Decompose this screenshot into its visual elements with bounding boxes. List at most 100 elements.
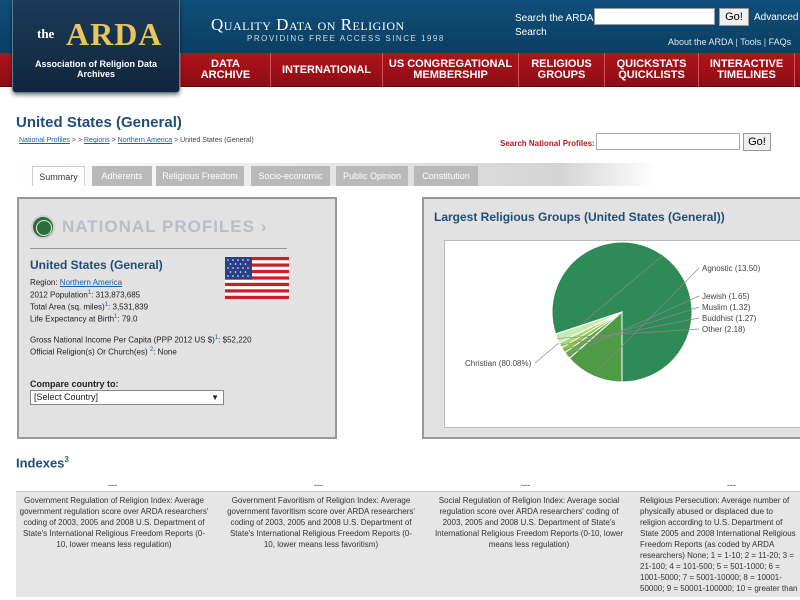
breadcrumb-regions[interactable]: Regions bbox=[83, 137, 110, 144]
pie-label-leader bbox=[557, 328, 700, 339]
index-value: --- bbox=[108, 480, 117, 490]
region-link[interactable]: Northern America bbox=[59, 278, 123, 287]
national-profile-panel: NATIONAL PROFILES › United States (Gener… bbox=[17, 197, 337, 439]
footnote-link[interactable]: 1 bbox=[104, 302, 109, 308]
site-tagline: Quality Data on Religion bbox=[211, 15, 405, 34]
national-profiles-search-input[interactable] bbox=[596, 133, 740, 150]
breadcrumb-separator: > bbox=[109, 137, 118, 144]
page-title: United States (General) bbox=[16, 114, 182, 131]
compare-country-selected: [Select Country] bbox=[34, 392, 99, 402]
life-expectancy-value: : 79.0 bbox=[117, 314, 138, 324]
nav-data-archive[interactable]: DATA ARCHIVE bbox=[180, 53, 270, 87]
nav-more[interactable] bbox=[794, 53, 800, 87]
arda-logo[interactable]: the ARDA Association of Religion Data Ar… bbox=[12, 0, 180, 93]
official-religion-value: : None bbox=[153, 347, 177, 357]
breadcrumb-current: United States (General) bbox=[180, 137, 254, 144]
us-flag-icon bbox=[225, 257, 289, 299]
logo-arda: ARDA bbox=[66, 16, 163, 52]
pie-slice-label: Agnostic (13.50) bbox=[702, 264, 761, 273]
pie-slice-label: Muslim (1.32) bbox=[702, 303, 751, 312]
about-link[interactable]: About the ARDA bbox=[668, 37, 734, 47]
religious-groups-chart-panel: Largest Religious Groups (United States … bbox=[422, 197, 800, 439]
indexes-heading: Indexes3 bbox=[16, 455, 69, 470]
pie-slice-label: Other (2.18) bbox=[702, 325, 745, 334]
government-regulation-index-desc: Government Regulation of Religion Index:… bbox=[19, 496, 209, 549]
tab-public-opinion[interactable]: Public Opinion bbox=[336, 166, 408, 186]
area-fact: Total Area (sq. miles)1: 3,531,839 bbox=[30, 302, 148, 312]
nav-us-congregational-membership[interactable]: US CONGREGATIONAL MEMBERSHIP bbox=[382, 53, 518, 87]
life-expectancy-fact: Life Expectancy at Birth1: 79.0 bbox=[30, 314, 137, 324]
pie-label-leader bbox=[563, 306, 700, 351]
pie-label-leader bbox=[592, 267, 700, 377]
tab-summary[interactable]: Summary bbox=[32, 166, 85, 186]
area-value: : 3,531,839 bbox=[108, 302, 149, 312]
area-label: Total Area (sq. miles) bbox=[30, 302, 105, 312]
logo-the: the bbox=[37, 26, 55, 41]
footnote-link[interactable]: 1 bbox=[87, 290, 92, 296]
tab-socio-economic[interactable]: Socio-economic bbox=[251, 166, 330, 186]
indexes-heading-text: Indexes bbox=[16, 455, 65, 471]
region-label: Region: bbox=[30, 278, 60, 287]
breadcrumb-separator: > > bbox=[69, 137, 84, 144]
chart-title: Largest Religious Groups (United States … bbox=[434, 210, 725, 224]
national-profiles-search-label: Search National Profiles: bbox=[500, 139, 595, 148]
gni-value: : $52,220 bbox=[218, 335, 252, 345]
national-profiles-search-go-button[interactable]: Go! bbox=[743, 133, 771, 151]
official-religion-fact: Official Religion(s) Or Church(es) 2: No… bbox=[30, 347, 177, 357]
nav-religious-groups[interactable]: RELIGIOUS GROUPS bbox=[518, 53, 604, 87]
breadcrumb-separator: > bbox=[172, 137, 181, 144]
tab-constitution[interactable]: Constitution bbox=[414, 166, 478, 186]
index-value: --- bbox=[521, 480, 530, 490]
pie-slice-label: Buddhist (1.27) bbox=[702, 314, 757, 323]
footnote-link[interactable]: 1 bbox=[114, 314, 118, 320]
population-value: : 313,873,685 bbox=[91, 290, 141, 300]
compare-country-select[interactable]: [Select Country] ▼ bbox=[30, 390, 224, 405]
pie-slice-label: Christian (80.08%) bbox=[465, 359, 532, 368]
logo-subtitle: Association of Religion Data Archives bbox=[34, 59, 157, 79]
compare-country-label: Compare country to: bbox=[30, 379, 119, 389]
site-tagline-sub: PROVIDING FREE ACCESS SINCE 1998 bbox=[247, 34, 445, 43]
breadcrumb-national-profiles[interactable]: National Profiles bbox=[19, 137, 70, 144]
header-top-links: About the ARDA | Tools | FAQs bbox=[668, 37, 792, 47]
pie-slice-label: Jewish (1.65) bbox=[702, 292, 750, 301]
government-favoritism-index-desc: Government Favoritism of Religion Index:… bbox=[227, 496, 415, 549]
pie-chart: Christian (80.08%) Agnostic (13.50) Jewish… bbox=[444, 240, 800, 428]
header-search-label: Search the ARDA Search bbox=[515, 13, 593, 38]
divider bbox=[30, 248, 287, 249]
official-religion-label: Official Religion(s) Or Church(es) bbox=[30, 347, 150, 357]
footnote-link[interactable]: 2 bbox=[149, 347, 154, 353]
tab-adherents[interactable]: Adherents bbox=[92, 166, 152, 186]
population-fact: 2012 Population1: 313,873,685 bbox=[30, 290, 140, 300]
index-value: --- bbox=[727, 480, 736, 490]
pie-slice[interactable] bbox=[554, 311, 623, 344]
religious-persecution-desc: Religious Persecution: Average number of… bbox=[640, 496, 798, 593]
dropdown-arrow-icon: ▼ bbox=[211, 393, 219, 402]
national-profiles-heading: NATIONAL PROFILES › bbox=[62, 217, 268, 236]
index-value: --- bbox=[314, 480, 323, 490]
header-search-go-button[interactable]: Go! bbox=[719, 8, 749, 26]
globe-icon bbox=[31, 215, 55, 239]
breadcrumb: National Profiles > > Regions > Northern… bbox=[19, 137, 254, 144]
footnote-link[interactable]: 3 bbox=[64, 455, 69, 464]
breadcrumb-region[interactable]: Northern America bbox=[117, 137, 173, 144]
country-name: United States (General) bbox=[30, 258, 163, 272]
life-expectancy-label: Life Expectancy at Birth bbox=[30, 314, 115, 324]
tools-link[interactable]: Tools bbox=[740, 37, 762, 47]
nav-interactive-timelines[interactable]: INTERACTIVE TIMELINES bbox=[698, 53, 794, 87]
index-description-row bbox=[16, 491, 800, 597]
nav-quickstats[interactable]: QUICKSTATS QUICKLISTS bbox=[604, 53, 698, 87]
tab-religious-freedom[interactable]: Religious Freedom bbox=[156, 166, 244, 186]
nav-international[interactable]: INTERNATIONAL bbox=[270, 53, 382, 87]
gni-label: Gross National Income Per Capita (PPP 20… bbox=[30, 335, 215, 345]
pie-label-leader bbox=[534, 254, 664, 364]
pie-label-leader bbox=[560, 317, 700, 346]
social-regulation-index-desc: Social Regulation of Religion Index: Ave… bbox=[434, 496, 624, 549]
pie-label-leader bbox=[567, 295, 700, 356]
pie-chart-svg: Christian (80.08%) Agnostic (13.50) Jewish… bbox=[465, 241, 761, 383]
header-search-input[interactable] bbox=[594, 8, 715, 25]
region-fact: Region: Northern America bbox=[30, 278, 122, 287]
advanced-search-link[interactable]: Advanced bbox=[754, 12, 799, 23]
faqs-link[interactable]: FAQs bbox=[768, 37, 792, 47]
footnote-link[interactable]: 1 bbox=[214, 335, 219, 341]
gni-fact: Gross National Income Per Capita (PPP 20… bbox=[30, 335, 252, 345]
